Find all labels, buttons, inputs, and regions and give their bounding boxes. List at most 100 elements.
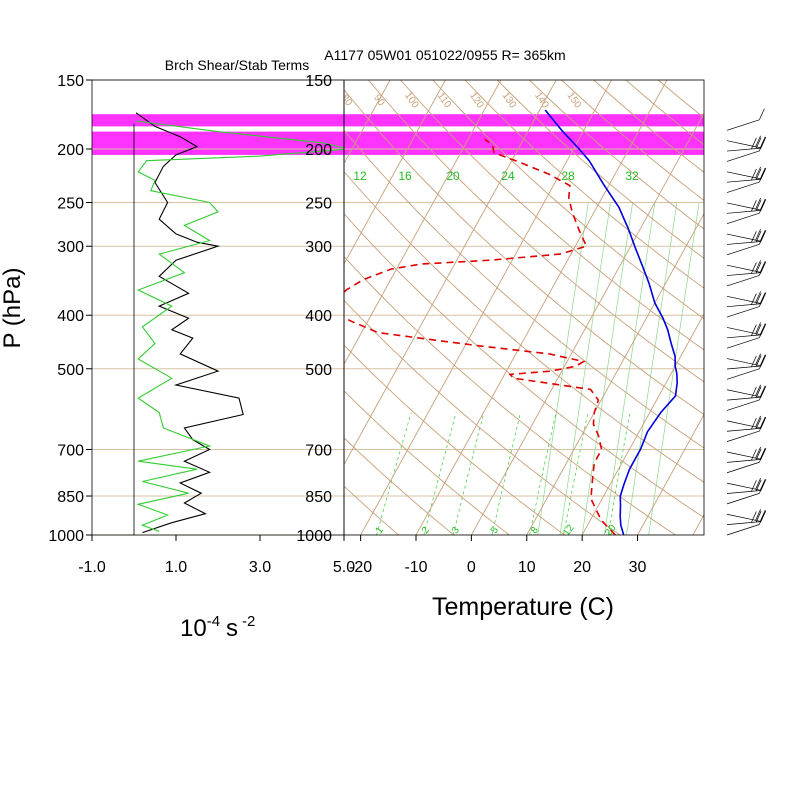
- wind-barb-flag: [759, 419, 765, 432]
- wind-barb-flag: [759, 323, 766, 335]
- pressure-label-300: 300: [57, 239, 84, 256]
- wind-barb-staff: [726, 119, 760, 131]
- wind-barb: [726, 478, 766, 491]
- wind-barb-staff: [726, 521, 761, 525]
- dry-adiabat: [496, 80, 704, 259]
- mixing-ratio-top-label-12: 12: [353, 169, 367, 183]
- mixing-ratio-line: [423, 412, 457, 535]
- isotherms: [344, 80, 704, 535]
- wind-barb-staff: [726, 524, 760, 536]
- dry-adiabat: [400, 80, 704, 351]
- wind-barb-flag: [759, 167, 766, 180]
- wind-barb-flag: [751, 324, 757, 336]
- mixing-ratio-top-label-20: 20: [446, 169, 460, 183]
- wind-barb-flag: [759, 170, 765, 183]
- pressure-tick-labels: 150 200 250 300 400 500 700 850 1000: [48, 73, 92, 545]
- wind-barb-flag: [751, 449, 757, 461]
- wind-barb-flag: [751, 480, 757, 492]
- wind-barb-flag: [759, 354, 766, 366]
- wind-barbs: [726, 108, 767, 536]
- wind-barb-staff: [726, 210, 761, 214]
- wind-barb: [726, 108, 765, 131]
- right-panel-frame: [343, 79, 705, 536]
- dry-adiabat: [432, 80, 704, 320]
- dry-adiabat: [344, 344, 566, 535]
- mixing-ratio-top-label-16: 16: [398, 169, 412, 183]
- wind-barb: [726, 384, 766, 398]
- wind-barb: [726, 326, 765, 349]
- right-pressure-tick-labels: 150 200 250 300 400 500 700 850 1000: [296, 73, 332, 545]
- wind-barb-flag: [755, 229, 761, 241]
- wind-barb-staff: [726, 334, 761, 339]
- mixing-ratio-line: [563, 412, 589, 535]
- wind-barb-staff: [726, 264, 761, 273]
- right-pressure-label-200: 200: [305, 142, 332, 159]
- wind-barb-flag: [755, 324, 762, 336]
- left-panel-title: Brch Shear/Stab Terms: [165, 57, 309, 73]
- wind-barb-staff: [726, 459, 761, 463]
- wind-barb-staff: [726, 243, 760, 256]
- wind-barb-flag: [755, 137, 762, 149]
- wind-barb: [726, 451, 765, 474]
- wind-barb-staff: [726, 420, 761, 429]
- wind-barb-flag: [755, 510, 762, 523]
- wind-barb-flag: [759, 292, 766, 304]
- wind-barb: [726, 233, 765, 256]
- wind-barb-staff: [726, 212, 760, 225]
- wind-barb-flag: [759, 261, 766, 273]
- wind-barb-staff: [726, 178, 761, 183]
- wind-barb-staff: [726, 368, 760, 380]
- wind-barb-flag: [751, 168, 757, 181]
- wind-barb-flag: [755, 509, 761, 521]
- mixing-ratio-line: [452, 412, 485, 535]
- sounding-profiles: [344, 109, 679, 535]
- wind-barb-staff: [726, 399, 760, 411]
- wind-barb: [726, 229, 766, 242]
- wind-barb-flag: [755, 291, 761, 303]
- right-pressure-label-1000: 1000: [296, 528, 332, 545]
- temperature-tick-labels: -20 -10 0 10 20 30: [349, 535, 647, 576]
- mixing-ratio-bottom-label-12: 12: [561, 522, 577, 538]
- mixing-ratio-line: [607, 412, 631, 535]
- wind-barb-staff: [726, 303, 761, 308]
- wind-barb-flag: [759, 416, 766, 429]
- theta-label-80: 80: [339, 93, 355, 109]
- wind-barb-flag: [759, 108, 765, 120]
- dry-adiabat: [344, 170, 704, 483]
- wind-barb-staff: [726, 461, 760, 474]
- dry-adiabat: [344, 88, 704, 415]
- right-pressure-label-150: 150: [305, 73, 332, 90]
- wind-barb-flag: [755, 261, 762, 274]
- temp-tick-label--10: -10: [404, 559, 427, 576]
- wind-barb: [726, 353, 766, 367]
- mixing-ratio-line: [529, 412, 557, 535]
- right-pressure-label-300: 300: [305, 239, 332, 256]
- mixing-ratio-bottom-label-1: 1: [374, 525, 386, 536]
- chart-title: A1177 05W01 051022/0955 R= 365km: [324, 47, 565, 63]
- wind-barb-flag: [755, 166, 761, 179]
- isotherm: [344, 80, 391, 165]
- x-axis-label: Temperature (C): [432, 593, 614, 621]
- dry-adiabats: [344, 80, 704, 535]
- wind-barb: [726, 479, 767, 494]
- wind-barb: [726, 509, 766, 522]
- wind-barb: [726, 513, 765, 536]
- right-pressure-gridlines: [344, 80, 704, 535]
- highlight-band-1: [92, 114, 704, 127]
- left-x-tick-label-3.0: 3.0: [249, 559, 271, 576]
- right-pressure-label-400: 400: [305, 308, 332, 325]
- wind-barb: [726, 202, 765, 225]
- right-panel: 80 90 100 110 120 130 140 150 12 16 20 24 28 321 2 3 5 8…: [296, 47, 705, 621]
- wind-barb-staff: [726, 272, 761, 276]
- wind-barb-flag: [759, 447, 766, 460]
- dry-adiabat: [344, 255, 677, 535]
- wind-barb-flag: [755, 417, 762, 429]
- theta-label-120: 120: [467, 90, 486, 110]
- wind-barb-staff: [726, 430, 760, 442]
- theta-label-90: 90: [371, 93, 387, 109]
- dewpoint-line: [344, 138, 616, 535]
- left-x-tick-label--1.0: -1.0: [78, 559, 106, 576]
- right-pressure-label-500: 500: [305, 362, 332, 379]
- left-x-tick-label-5.0: 5.0: [333, 559, 355, 576]
- right-pressure-label-850: 850: [305, 489, 332, 506]
